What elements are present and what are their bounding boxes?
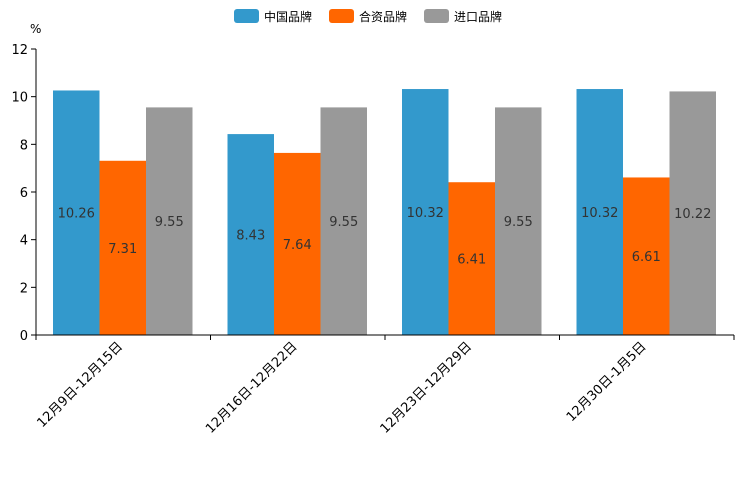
x-tick-label: 12月16日-12月22日 [203,339,300,436]
data-label: 10.32 [407,206,444,221]
legend-swatch [329,9,354,23]
legend-label: 合资品牌 [359,9,407,24]
data-label: 9.55 [329,215,358,230]
legend-swatch [234,9,259,23]
legend: 中国品牌 合资品牌 进口品牌 [234,9,502,24]
y-tick-label: 2 [20,281,28,296]
data-label: 6.61 [632,250,661,265]
data-label: 10.22 [674,207,711,222]
y-tick-label: 12 [11,43,28,58]
bar [402,89,449,335]
y-axis-unit: % [30,22,41,36]
y-tick-label: 8 [20,138,28,153]
data-label: 6.41 [457,253,486,268]
legend-swatch [424,9,449,23]
bar [99,160,146,335]
data-label: 10.32 [581,206,618,221]
data-label: 9.55 [155,215,184,230]
x-tick-label: 12月23日-12月29日 [378,339,475,436]
x-axis: 12月9日-12月15日 12月16日-12月22日 12月23日-12月29日 12… [34,334,735,437]
bars [53,89,716,336]
bar [576,89,623,335]
data-label: 10.26 [58,207,95,222]
bar [146,107,193,336]
bar [448,182,495,335]
data-labels: 10.26 8.43 10.32 10.32 7.31 7.64 6.41 6.61 9.55 9… [58,206,712,268]
y-tick-label: 4 [20,234,28,249]
bar [227,134,274,335]
x-tick-label: 12月9日-12月15日 [34,339,126,431]
bar [495,107,542,336]
y-axis: 0 2 4 6 8 10 12 [11,43,37,344]
data-label: 9.55 [504,215,533,230]
y-tick-label: 0 [20,329,28,344]
data-label: 8.43 [236,229,265,244]
y-tick-label: 10 [11,91,28,106]
bar [623,177,670,335]
legend-label: 进口品牌 [454,10,502,24]
data-label: 7.64 [283,238,312,253]
legend-label: 中国品牌 [264,9,312,24]
y-tick-label: 6 [20,186,28,201]
bar [53,90,100,335]
bar [320,107,367,336]
x-tick-label: 12月30日-1月5日 [564,339,650,425]
data-label: 7.31 [108,242,137,257]
bar [274,152,321,335]
bar [669,91,716,335]
